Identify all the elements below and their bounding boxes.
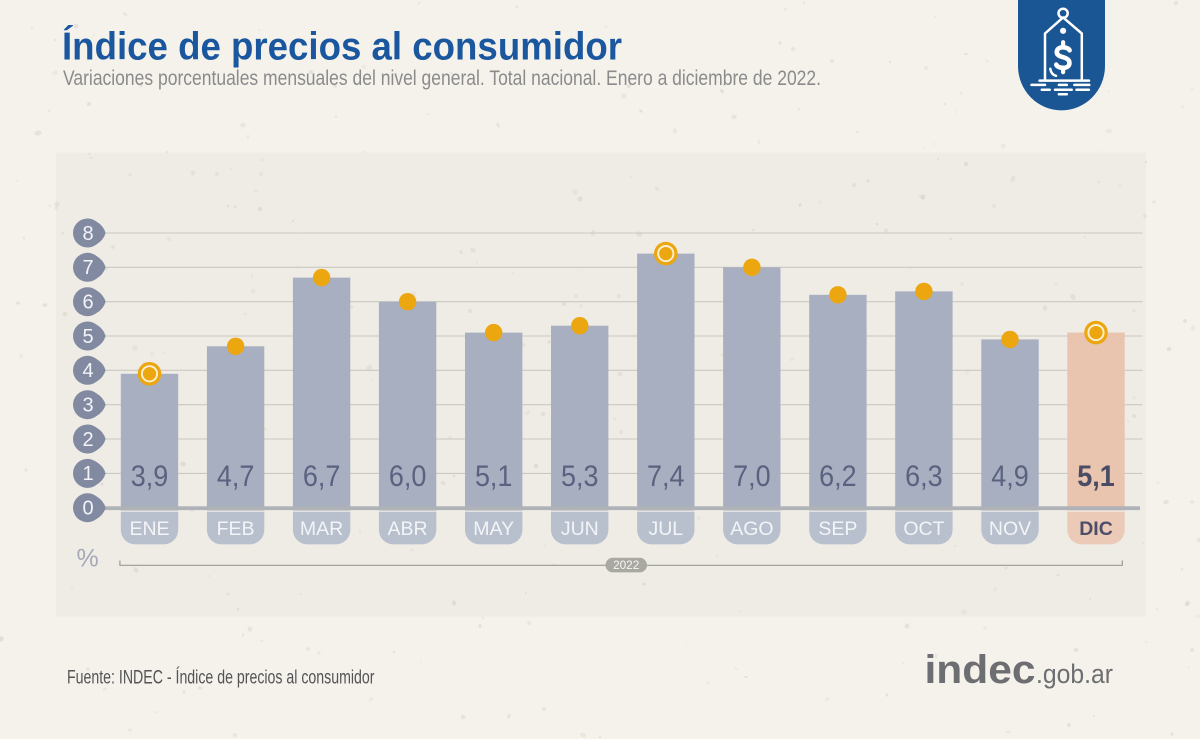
svg-text:5,1: 5,1 — [1077, 460, 1115, 493]
svg-text:6,7: 6,7 — [303, 460, 341, 493]
svg-text:AGO: AGO — [730, 518, 773, 540]
svg-text:4,7: 4,7 — [217, 460, 255, 493]
svg-text:5: 5 — [82, 326, 93, 348]
svg-text:6: 6 — [82, 292, 93, 314]
svg-text:7,4: 7,4 — [647, 460, 685, 493]
svg-text:MAY: MAY — [473, 518, 514, 540]
svg-text:3,9: 3,9 — [131, 460, 169, 493]
svg-text:6,0: 6,0 — [389, 460, 427, 493]
svg-text:0: 0 — [82, 498, 93, 520]
svg-text:2022: 2022 — [613, 558, 639, 572]
svg-text:5,1: 5,1 — [475, 460, 513, 493]
svg-text:7: 7 — [82, 257, 93, 279]
svg-text:4: 4 — [82, 360, 93, 382]
svg-text:3: 3 — [82, 395, 93, 417]
svg-text:%: % — [77, 545, 99, 573]
svg-text:SEP: SEP — [818, 518, 857, 540]
svg-text:Fuente: INDEC - Índice de prec: Fuente: INDEC - Índice de precios al con… — [67, 668, 375, 689]
svg-text:DIC: DIC — [1079, 518, 1113, 540]
svg-text:.gob.ar: .gob.ar — [1036, 659, 1113, 689]
svg-text:6,2: 6,2 — [819, 460, 857, 493]
svg-text:5,3: 5,3 — [561, 460, 599, 493]
svg-text:ENE: ENE — [129, 518, 169, 540]
svg-text:7,0: 7,0 — [733, 460, 771, 493]
svg-text:indec: indec — [925, 648, 1036, 692]
svg-text:6,3: 6,3 — [905, 460, 943, 493]
svg-text:FEB: FEB — [217, 518, 255, 540]
svg-text:JUN: JUN — [561, 518, 599, 540]
svg-text:1: 1 — [82, 463, 93, 485]
svg-text:Variaciones porcentuales mensu: Variaciones porcentuales mensuales del n… — [63, 67, 821, 90]
svg-text:4,9: 4,9 — [991, 460, 1029, 493]
svg-text:NOV: NOV — [989, 518, 1031, 540]
svg-text:8: 8 — [82, 223, 93, 245]
svg-text:2: 2 — [82, 429, 93, 451]
svg-text:OCT: OCT — [903, 518, 944, 540]
svg-text:Índice de precios al consumido: Índice de precios al consumidor — [62, 25, 622, 69]
svg-text:ABR: ABR — [388, 518, 428, 540]
svg-text:JUL: JUL — [648, 518, 683, 540]
svg-text:MAR: MAR — [300, 518, 343, 540]
